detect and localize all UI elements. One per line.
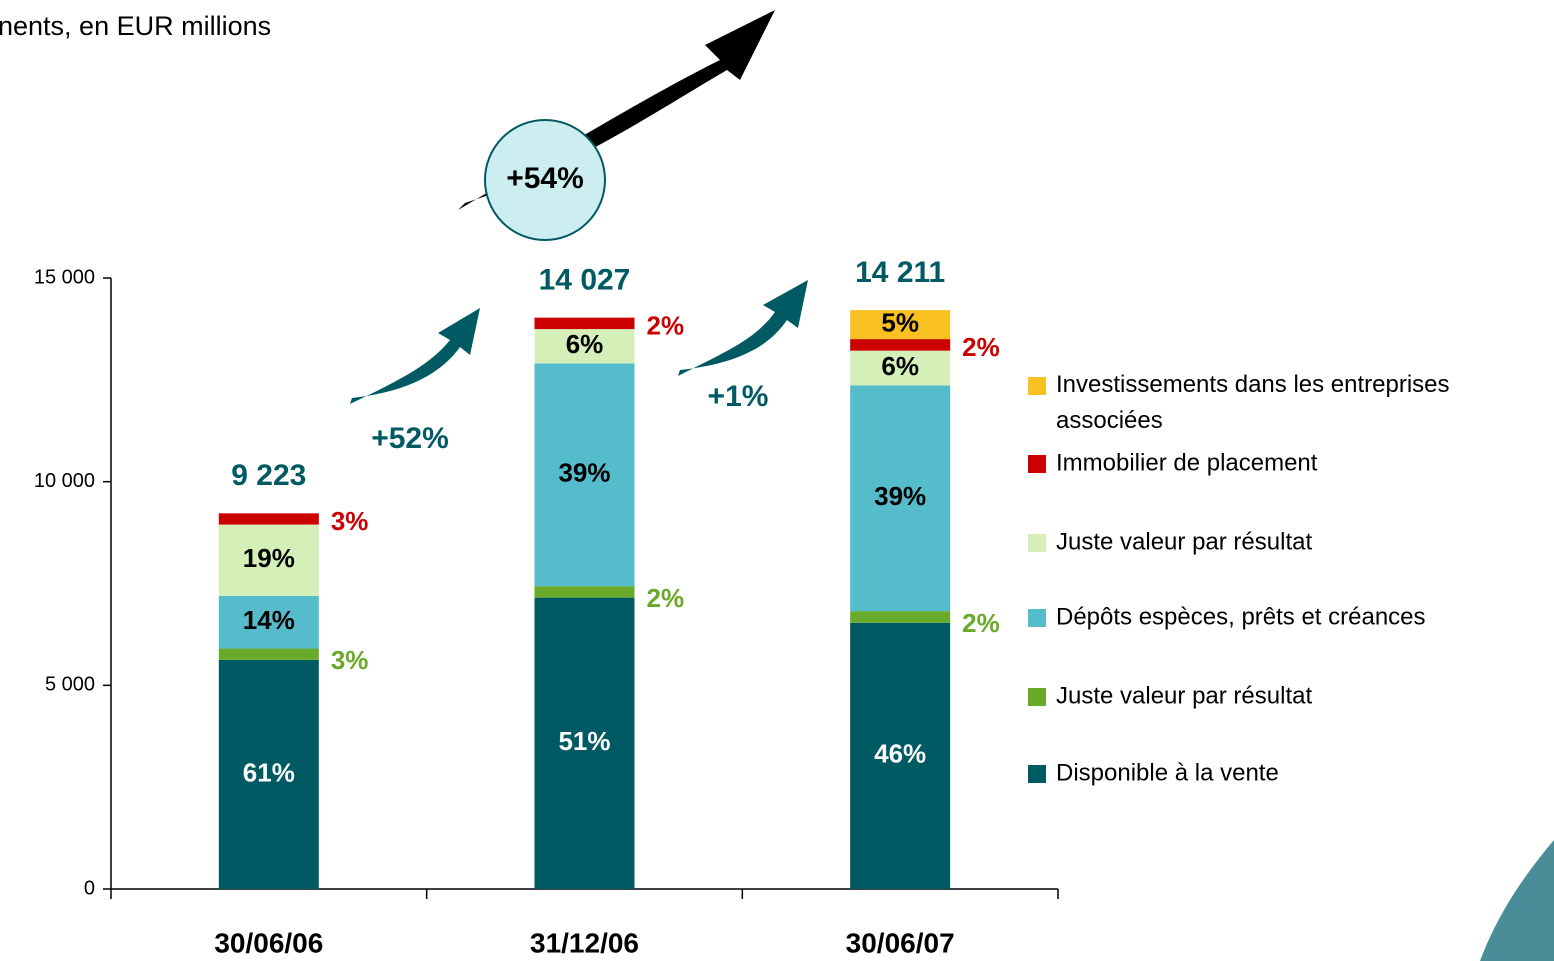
x-tick-label: 31/12/06 <box>530 927 639 958</box>
bar-segment <box>850 385 951 612</box>
legend-swatch <box>1028 765 1046 783</box>
legend-label: Disponible à la vente <box>1056 759 1279 786</box>
data-label: 3% <box>331 645 369 675</box>
arrow <box>678 280 808 376</box>
total-label: 14 211 <box>855 256 945 289</box>
data-label: 2% <box>962 332 1000 362</box>
data-label: 5% <box>881 307 919 337</box>
data-label: 46% <box>874 739 926 769</box>
arrow <box>458 10 775 210</box>
data-label: 2% <box>647 311 685 341</box>
bar-segment <box>850 350 951 386</box>
bar-segment <box>534 363 635 587</box>
legend-swatch <box>1028 609 1046 627</box>
data-label: 39% <box>558 458 610 488</box>
legend-swatch <box>1028 688 1046 706</box>
x-tick-label: 30/06/07 <box>846 927 955 958</box>
y-tick-label: 15 000 <box>34 266 95 288</box>
y-tick-label: 0 <box>84 877 95 899</box>
data-label: 51% <box>558 726 610 756</box>
data-label: 14% <box>243 605 295 635</box>
annotation: +1% <box>708 380 769 413</box>
legend-swatch <box>1028 534 1046 552</box>
y-tick-label: 10 000 <box>34 470 95 492</box>
bar-segment <box>218 595 319 649</box>
decoration <box>1480 840 1554 961</box>
data-label: 2% <box>962 608 1000 638</box>
bar-segment <box>534 329 635 364</box>
annotation: +52% <box>371 422 449 455</box>
bar-segment <box>218 513 319 525</box>
total-label: 14 027 <box>539 264 631 297</box>
data-label: 3% <box>331 506 369 536</box>
data-label: 6% <box>881 351 919 381</box>
legend-label: Juste valeur par résultat <box>1056 682 1312 709</box>
bar-segment <box>850 622 951 889</box>
legend-label: Immobilier de placement <box>1056 449 1318 476</box>
bar-segment <box>218 524 319 596</box>
annotation: +54% <box>506 162 584 195</box>
bar-segment <box>850 611 951 623</box>
total-label: 9 223 <box>231 459 306 492</box>
data-label: 61% <box>243 757 295 787</box>
bar-segment <box>534 597 635 889</box>
y-tick-label: 5 000 <box>45 674 95 696</box>
data-label: 19% <box>243 543 295 573</box>
legend-label: Dépôts espèces, prêts et créances <box>1056 603 1426 630</box>
badge <box>484 119 606 241</box>
arrow <box>350 308 480 404</box>
bar-segment <box>534 317 635 330</box>
x-tick-label: 30/06/06 <box>214 927 323 958</box>
bar-segment <box>218 659 319 889</box>
legend-label: Juste valeur par résultat <box>1056 528 1312 555</box>
bar-segment <box>850 339 951 351</box>
bar-segment <box>218 648 319 660</box>
data-label: 39% <box>874 481 926 511</box>
legend-label: Investissements dans les entreprises asso… <box>1056 371 1450 434</box>
legend-swatch <box>1028 455 1046 473</box>
data-label: 2% <box>647 583 685 613</box>
bar-segment <box>534 586 635 598</box>
legend-swatch <box>1028 377 1046 395</box>
bar-segment <box>850 310 951 340</box>
chart-title: nents, en EUR millions <box>0 11 271 41</box>
data-label: 6% <box>566 329 604 359</box>
